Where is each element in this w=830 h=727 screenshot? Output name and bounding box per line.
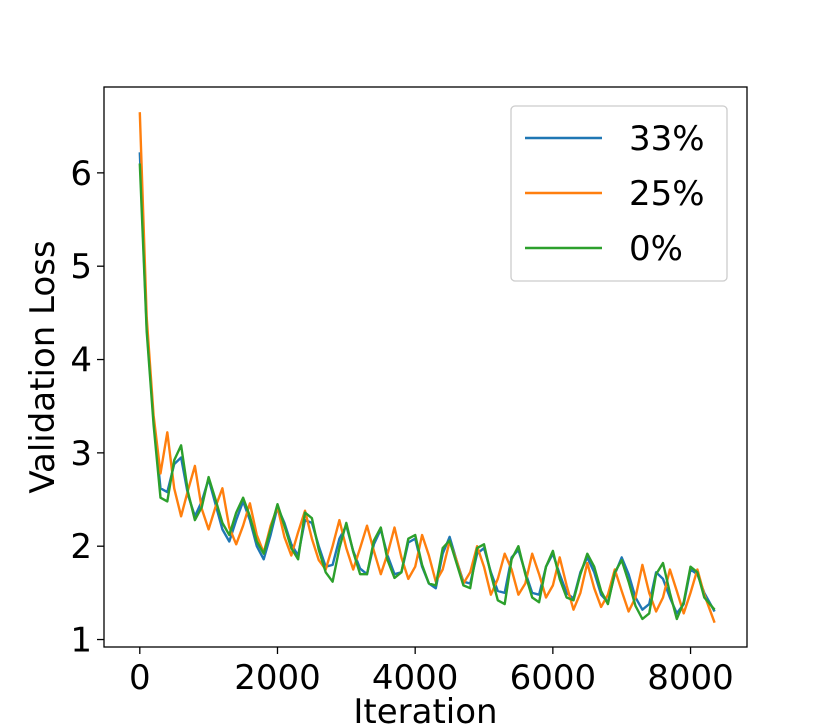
x-tick-label: 2000 (234, 658, 321, 698)
legend-label: 25% (629, 174, 705, 214)
legend-label: 33% (629, 119, 705, 159)
series-line-1 (138, 112, 716, 624)
axis-ticks: 0 2000 4000 6000 8000 1 2 3 4 5 6 (70, 154, 733, 698)
x-tick-label: 4000 (372, 658, 459, 698)
y-tick-label: 1 (70, 621, 92, 661)
y-tick-label: 4 (70, 341, 92, 381)
series-line-2 (138, 163, 716, 621)
legend-label: 0% (629, 229, 683, 269)
y-tick-label: 5 (70, 247, 92, 287)
legend-box (510, 105, 728, 282)
y-tick-label: 2 (70, 527, 92, 567)
axes-frame (103, 86, 748, 648)
x-axis-label: Iteration (353, 692, 497, 727)
y-tick-label: 3 (70, 434, 92, 474)
x-tick-label: 6000 (510, 658, 597, 698)
x-tick-label: 8000 (647, 658, 734, 698)
x-tick-label: 0 (129, 658, 151, 698)
plot-area (138, 112, 716, 624)
legend: 33% 25% 0% (510, 105, 728, 282)
y-axis-label: Validation Loss (23, 240, 63, 493)
y-tick-label: 6 (70, 154, 92, 194)
